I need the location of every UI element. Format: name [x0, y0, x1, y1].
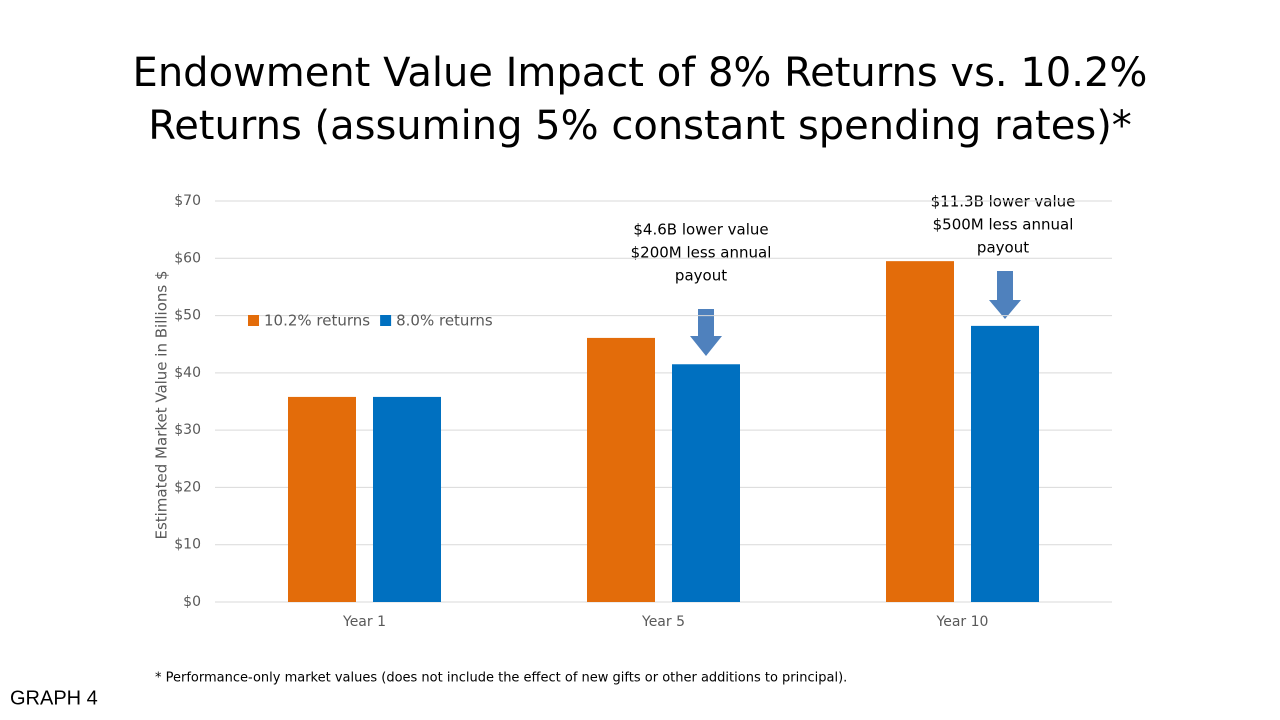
bar [587, 337, 655, 602]
annotation: $4.6B lower value [633, 221, 768, 239]
y-axis-label: Estimated Market Value in Billions $ [153, 270, 171, 539]
legend-label: 10.2% returns [264, 312, 370, 330]
annotation: $500M less annual [933, 216, 1074, 234]
x-tick-label: Year 5 [641, 614, 685, 630]
bar [373, 396, 441, 602]
x-tick-label: Year 1 [342, 614, 386, 630]
legend-swatch [248, 315, 259, 326]
y-tick-label: $60 [174, 250, 201, 266]
graph-label: GRAPH 4 [10, 687, 98, 709]
bar [971, 325, 1039, 602]
arrow [690, 309, 722, 356]
annotation: $200M less annual [631, 244, 772, 262]
legend-swatch [380, 315, 392, 326]
chart-title: Returns (assuming 5% constant spending r… [148, 103, 1132, 149]
bar [672, 364, 740, 602]
legend-label: 8.0% returns [396, 312, 493, 330]
y-tick-label: $50 [174, 308, 201, 324]
y-tick-label: $0 [183, 594, 201, 610]
y-tick-label: $10 [174, 537, 201, 553]
x-tick-label: Year 10 [936, 614, 989, 630]
arrow [989, 271, 1021, 319]
chart-title: Endowment Value Impact of 8% Returns vs.… [133, 50, 1148, 96]
y-tick-label: $30 [174, 422, 201, 438]
footnote: * Performance-only market values (does n… [155, 671, 847, 686]
y-tick-label: $70 [174, 193, 201, 209]
annotation: payout [977, 239, 1029, 257]
annotation: payout [675, 267, 727, 285]
y-tick-label: $40 [174, 365, 201, 381]
bar [288, 396, 356, 602]
bar [886, 261, 954, 602]
y-tick-label: $20 [174, 479, 201, 495]
